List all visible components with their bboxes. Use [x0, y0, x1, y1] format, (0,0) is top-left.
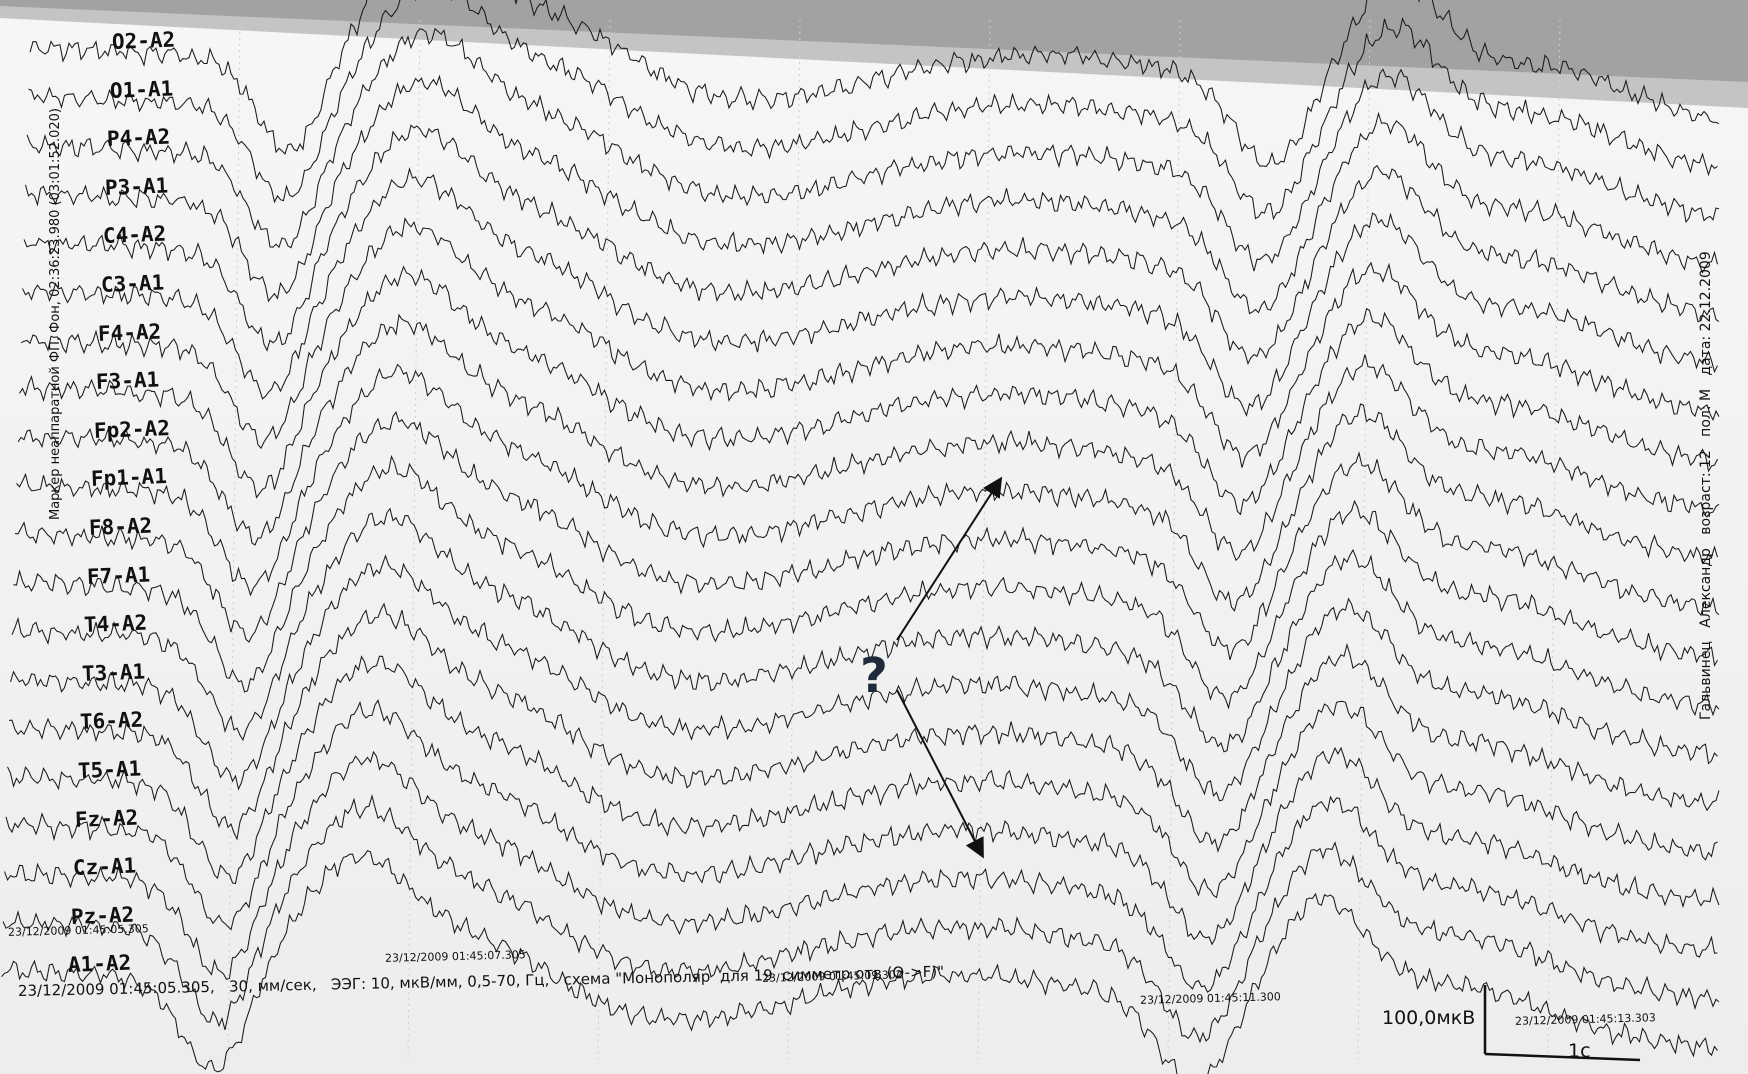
trace-o1-a1: [28, 0, 1718, 221]
scan-shadow-band: [0, 0, 1748, 108]
trace-f3-a1: [19, 265, 1718, 516]
trace-cz-a1: [4, 750, 1718, 993]
trace-a1-a2: [1, 850, 1718, 1074]
trace-fz-a2: [5, 699, 1720, 946]
trace-fp1-a1: [16, 363, 1719, 612]
trace-t6-a2: [8, 602, 1720, 853]
time-scale-bar: [1484, 1052, 1641, 1062]
trace-t5-a1: [7, 655, 1718, 899]
trace-t3-a1: [9, 554, 1718, 802]
question-mark-annotation: ?: [860, 648, 888, 704]
trace-f4-a2: [20, 216, 1720, 468]
trace-o2-a2: [29, 0, 1720, 168]
trace-t4-a2: [11, 507, 1720, 753]
trace-fp2-a2: [17, 313, 1720, 562]
trace-p4-a2: [26, 27, 1720, 272]
trace-c3-a1: [22, 166, 1718, 417]
trace-pz-a2: [2, 794, 1720, 1044]
arrow-down-icon: [896, 689, 984, 859]
amplitude-scale-label: 100,0мкВ: [1382, 1007, 1476, 1029]
trace-f8-a2: [14, 411, 1720, 661]
trace-f7-a1: [13, 454, 1718, 710]
time-scale-label: 1с: [1568, 1040, 1591, 1062]
trace-p3-a1: [24, 74, 1719, 315]
arrow-up-icon: [896, 476, 1003, 641]
trace-c4-a2: [23, 124, 1720, 365]
